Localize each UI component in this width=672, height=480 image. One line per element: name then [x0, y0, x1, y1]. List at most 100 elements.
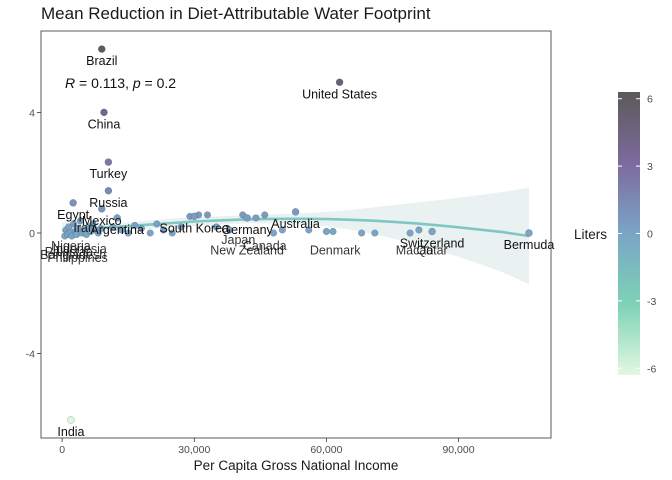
data-point	[67, 416, 75, 424]
legend-tick-label: -6	[647, 363, 656, 375]
point-label: Bangladesh	[40, 248, 106, 262]
point-label: Iran	[73, 221, 95, 235]
point-labels-layer: Brazil United States China Turkey Russia Mexi…	[40, 54, 554, 439]
data-point	[118, 226, 126, 234]
point-label: Turkey	[90, 167, 128, 181]
r-value: = 0.113,	[75, 75, 133, 91]
r-symbol: R	[65, 75, 75, 91]
point-label: United States	[302, 87, 377, 101]
data-point	[153, 220, 161, 228]
point-label: Egypt	[57, 208, 89, 222]
point-label: Japan	[221, 233, 255, 247]
data-point	[371, 229, 379, 237]
point-label: South Korea	[160, 221, 230, 235]
data-point	[104, 158, 113, 166]
point-label: Indonesia	[53, 242, 107, 256]
data-point	[270, 229, 278, 237]
data-point	[335, 78, 344, 86]
trend-line-layer	[62, 217, 530, 238]
color-legend: Liters 6 3 0 -3 -6	[574, 92, 656, 375]
data-point	[98, 205, 106, 213]
data-point	[278, 226, 286, 234]
data-point	[137, 224, 145, 232]
legend-tick-label: 3	[647, 161, 653, 173]
data-point	[428, 227, 436, 236]
point-label: Brazil	[86, 54, 117, 68]
data-point	[104, 187, 113, 195]
point-label: Switzerland	[400, 236, 465, 250]
point-label: Russia	[89, 196, 127, 210]
data-point	[131, 221, 139, 229]
data-point	[168, 229, 176, 237]
data-point	[358, 229, 366, 237]
data-point	[406, 229, 414, 237]
plot-panel-border	[40, 30, 552, 439]
data-point	[305, 226, 313, 234]
data-point	[100, 108, 108, 117]
data-point	[177, 223, 185, 231]
legend-ticks: 6 3 0 -3 -6	[618, 94, 656, 375]
p-value: = 0.2	[141, 75, 177, 91]
point-label: India	[57, 425, 84, 439]
confidence-band	[62, 187, 529, 285]
point-label: Mexico	[82, 214, 122, 228]
legend-tick-label: -3	[647, 296, 656, 308]
p-symbol: p	[132, 75, 141, 91]
data-point	[291, 208, 300, 216]
data-point	[113, 214, 121, 222]
point-label: Qatar	[416, 244, 447, 258]
x-tick-label: 30,000	[178, 444, 210, 456]
y-tick-label: 4	[29, 107, 35, 119]
correlation-annotation: R = 0.113, p = 0.2	[65, 75, 176, 91]
data-point	[146, 229, 154, 237]
x-tick-label: 60,000	[310, 444, 342, 456]
legend-colorbar	[618, 92, 640, 375]
legend-tick-label: 0	[647, 229, 653, 241]
data-point	[89, 220, 97, 228]
data-point	[203, 211, 211, 219]
point-label: New Zealand	[210, 244, 284, 258]
data-point	[225, 226, 233, 234]
point-label: Philippines	[47, 251, 107, 265]
data-point	[252, 214, 260, 222]
data-point	[415, 226, 423, 234]
data-point	[190, 212, 198, 221]
point-label: Macao	[396, 244, 434, 258]
trend-line	[62, 217, 530, 238]
data-point	[261, 211, 269, 219]
data-point	[70, 220, 78, 228]
point-label: Pakistan	[45, 245, 93, 259]
legend-tick-label: 6	[647, 94, 653, 106]
point-label: Australia	[271, 217, 320, 231]
legend-title: Liters	[574, 227, 607, 242]
y-tick-label: 0	[29, 228, 35, 240]
data-point	[525, 229, 533, 237]
y-tick-label: -4	[26, 349, 35, 361]
chart-title: Mean Reduction in Diet-Attributable Wate…	[41, 4, 431, 23]
data-point	[329, 227, 337, 235]
data-point	[98, 45, 106, 53]
data-point	[76, 217, 84, 225]
confidence-band-layer	[62, 187, 529, 285]
axes-layer: 0 30,000 60,000 90,000 -4 0 4	[26, 107, 475, 456]
x-tick-label: 90,000	[442, 444, 474, 456]
data-point	[243, 214, 251, 222]
data-point	[159, 226, 167, 234]
scatter-points-layer	[61, 45, 533, 424]
point-label: Argentina	[90, 223, 144, 237]
x-tick-label: 0	[59, 444, 65, 456]
point-label: Denmark	[310, 244, 361, 258]
data-point	[69, 199, 77, 207]
x-axis-title: Per Capita Gross National Income	[194, 458, 399, 473]
point-label: China	[88, 117, 121, 131]
point-label: Germany	[221, 223, 273, 237]
point-label: Nigeria	[51, 239, 91, 253]
data-point	[124, 229, 132, 237]
data-point	[97, 224, 105, 232]
data-point	[322, 227, 330, 235]
data-point	[109, 223, 117, 231]
data-point	[212, 223, 220, 231]
point-label: Bermuda	[504, 238, 555, 252]
point-label: Canada	[243, 239, 287, 253]
